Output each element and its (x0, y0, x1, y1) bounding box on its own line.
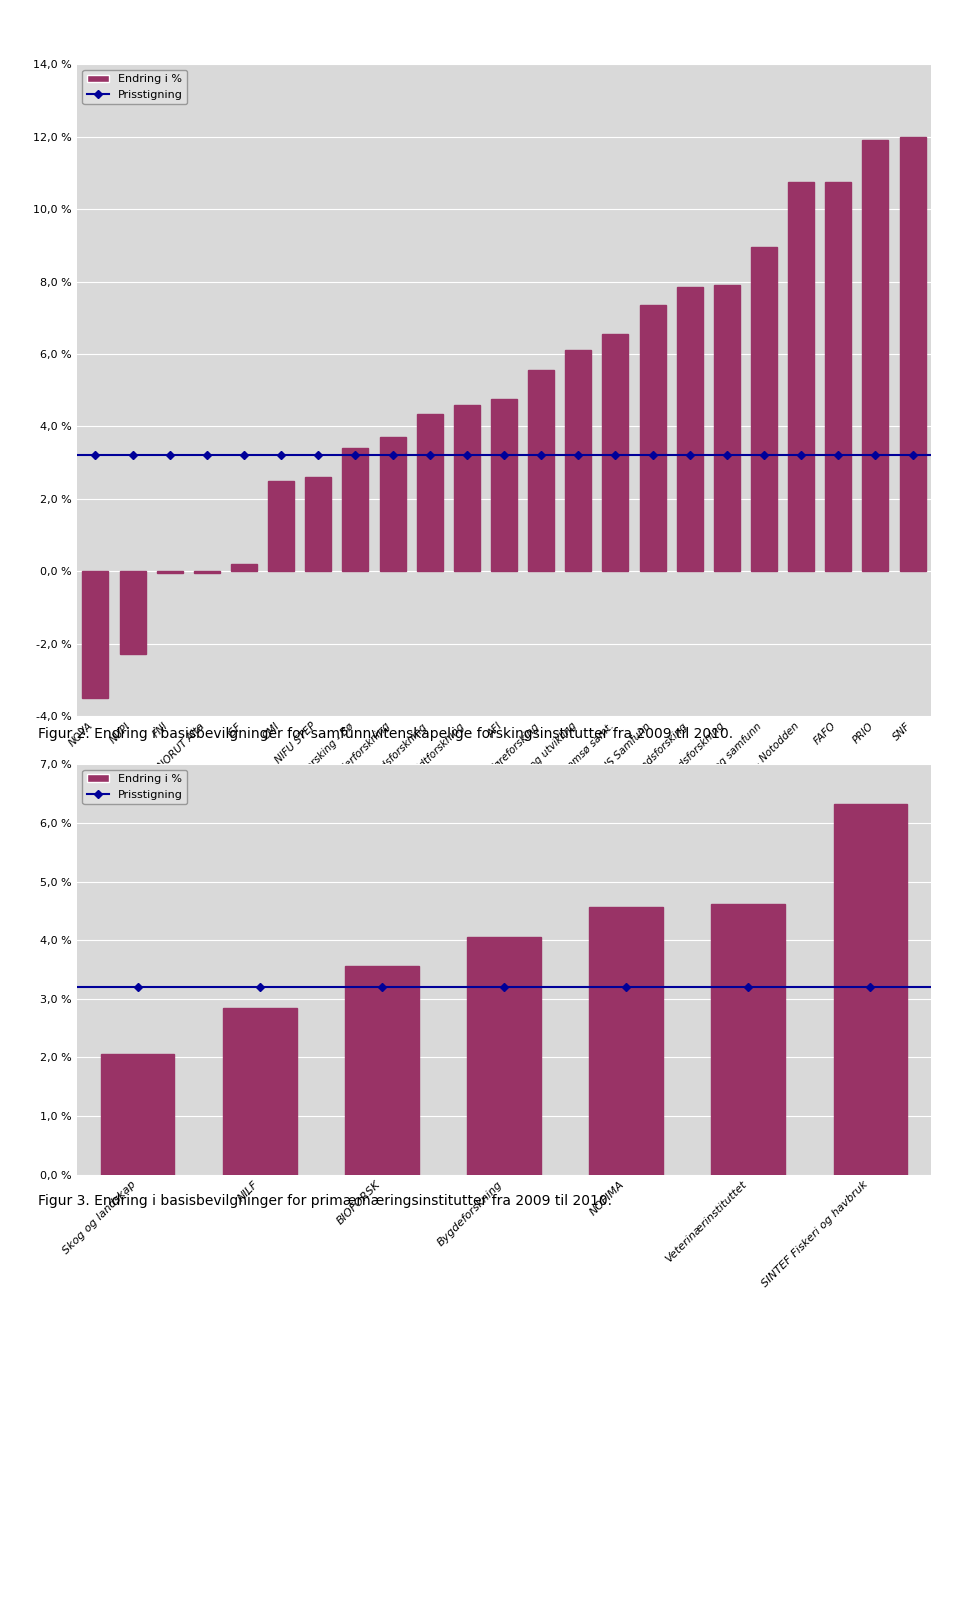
Bar (833, 803, 907, 1175)
Text: NR: NR (876, 1574, 895, 1583)
Bar (454, 404, 480, 571)
Bar (862, 140, 888, 571)
Text: Figur 3. Endring i basisbevilgninger for primærnæringsinstitutter fra 2009 til 2: Figur 3. Endring i basisbevilgninger for… (38, 1194, 612, 1208)
Bar (711, 904, 784, 1175)
Bar (714, 285, 740, 571)
Bar (346, 967, 419, 1175)
Bar (491, 399, 517, 571)
Bar (677, 286, 703, 571)
Bar (194, 571, 220, 573)
Bar (751, 248, 777, 571)
Bar (305, 476, 331, 571)
Bar (565, 351, 591, 571)
Bar (83, 571, 108, 698)
Bar (826, 182, 852, 571)
Bar (231, 563, 257, 571)
Bar (379, 438, 405, 571)
Bar (156, 571, 182, 573)
Bar (343, 447, 369, 571)
Bar (417, 414, 443, 571)
Bar (900, 137, 925, 571)
Text: Visualisering av det nye basisbevilgningssystemet for forskningsinstituttene: Visualisering av det nye basisbevilgning… (29, 1572, 569, 1585)
Bar (589, 907, 662, 1175)
Bar (268, 481, 294, 571)
Bar (528, 370, 554, 571)
Bar (119, 571, 146, 655)
Bar (788, 182, 814, 571)
Bar (101, 1054, 175, 1175)
Bar (603, 335, 629, 571)
Bar (639, 306, 665, 571)
Bar (224, 1007, 297, 1175)
Legend: Endring i %, Prisstigning: Endring i %, Prisstigning (83, 69, 187, 105)
Bar (468, 936, 540, 1175)
Text: Figur 2. Endring i basisbevilgninger for samfunnvitenskapelige forskingsinstitut: Figur 2. Endring i basisbevilgninger for… (38, 727, 733, 742)
Text: 10: 10 (902, 1572, 922, 1585)
Legend: Endring i %, Prisstigning: Endring i %, Prisstigning (83, 769, 187, 804)
